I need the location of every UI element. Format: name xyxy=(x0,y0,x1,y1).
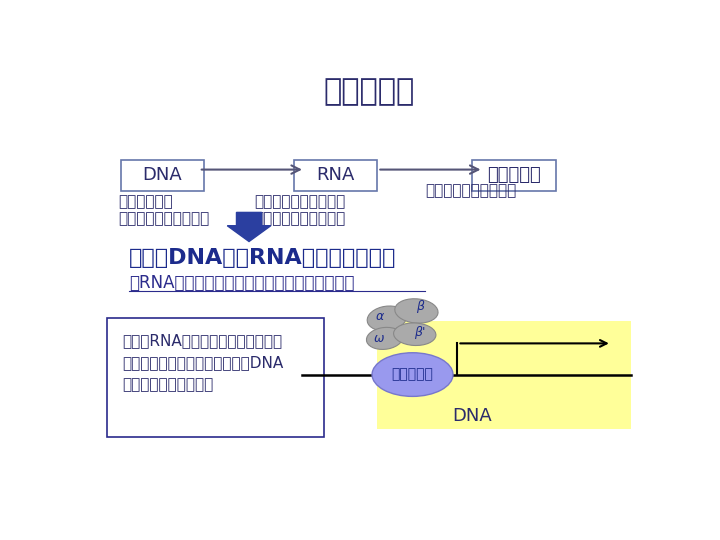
Ellipse shape xyxy=(394,323,436,346)
Ellipse shape xyxy=(367,306,407,331)
FancyArrow shape xyxy=(228,212,271,241)
FancyBboxPatch shape xyxy=(472,160,556,191)
Text: 転写：DNAからRNAを合成すること: 転写：DNAからRNAを合成すること xyxy=(129,248,397,268)
FancyBboxPatch shape xyxy=(294,160,377,191)
Text: 生命の設計図
（タンパク質の情報）: 生命の設計図 （タンパク質の情報） xyxy=(118,194,209,226)
Text: タンパク質: タンパク質 xyxy=(487,166,541,184)
Text: β': β' xyxy=(413,327,425,340)
Text: 生命の設計図のコピー
（タンパク質の情報）: 生命の設計図のコピー （タンパク質の情報） xyxy=(255,194,346,226)
Ellipse shape xyxy=(366,327,402,349)
FancyBboxPatch shape xyxy=(107,319,324,437)
Text: DNA: DNA xyxy=(143,166,182,184)
Ellipse shape xyxy=(395,299,438,323)
Text: RNA: RNA xyxy=(316,166,355,184)
Text: 「RNAポリメラーゼ」という酵素が転写を担う: 「RNAポリメラーゼ」という酵素が転写を担う xyxy=(129,274,354,292)
Ellipse shape xyxy=(372,353,453,396)
Text: DNA: DNA xyxy=(452,407,492,425)
FancyBboxPatch shape xyxy=(377,321,631,429)
Text: シグマ因子: シグマ因子 xyxy=(392,368,433,382)
Text: 酵素、細胞構築の材料: 酵素、細胞構築の材料 xyxy=(425,183,516,198)
Text: ω: ω xyxy=(374,332,384,345)
FancyBboxPatch shape xyxy=(121,160,204,191)
Text: β: β xyxy=(416,300,424,313)
Text: α: α xyxy=(375,310,384,323)
Text: 転写とは？: 転写とは？ xyxy=(323,77,415,106)
Text: 細菌型RNAポリメラーゼに含まれる
シグマ因子というタンパク質がDNA
と結合し、転写を開始: 細菌型RNAポリメラーゼに含まれる シグマ因子というタンパク質がDNA と結合し… xyxy=(122,333,284,393)
